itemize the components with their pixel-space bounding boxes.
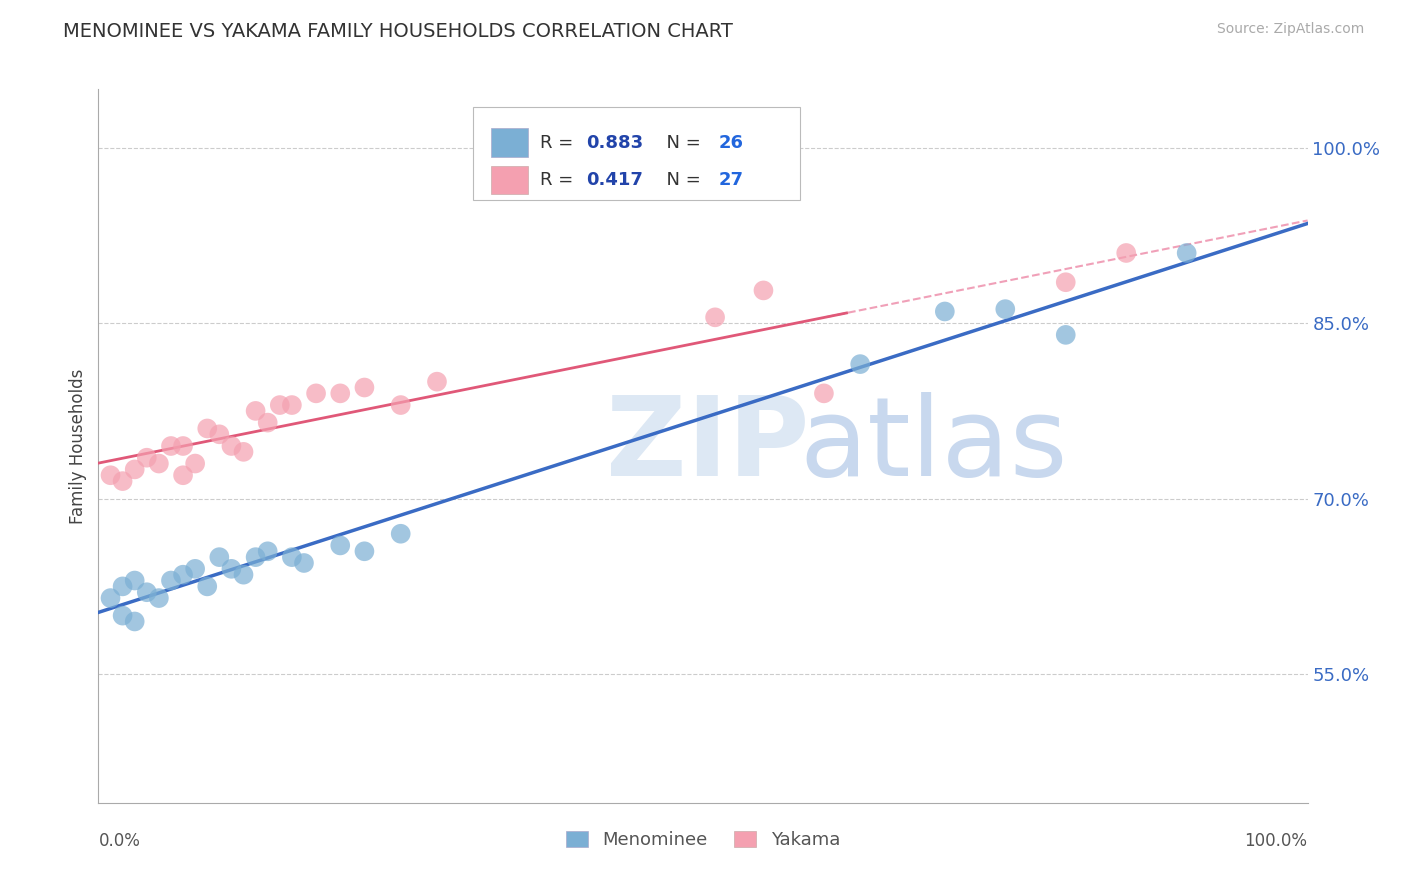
Text: 0.0%: 0.0% bbox=[98, 832, 141, 850]
Point bbox=[329, 386, 352, 401]
Point bbox=[221, 562, 243, 576]
Point bbox=[195, 421, 218, 435]
FancyBboxPatch shape bbox=[492, 128, 527, 157]
Point bbox=[1115, 246, 1137, 260]
Point bbox=[124, 462, 146, 476]
Point bbox=[704, 310, 727, 325]
Point bbox=[329, 538, 352, 552]
Point bbox=[813, 386, 835, 401]
Text: 27: 27 bbox=[718, 171, 744, 189]
Point bbox=[100, 468, 122, 483]
Point bbox=[256, 416, 278, 430]
FancyBboxPatch shape bbox=[492, 166, 527, 194]
Text: 0.417: 0.417 bbox=[586, 171, 643, 189]
Point bbox=[221, 439, 243, 453]
Point bbox=[208, 427, 231, 442]
Point bbox=[426, 375, 449, 389]
Point bbox=[184, 562, 207, 576]
Point bbox=[934, 304, 956, 318]
Text: N =: N = bbox=[655, 171, 706, 189]
Y-axis label: Family Households: Family Households bbox=[69, 368, 87, 524]
Point bbox=[305, 386, 328, 401]
Text: Source: ZipAtlas.com: Source: ZipAtlas.com bbox=[1216, 22, 1364, 37]
Point bbox=[389, 526, 412, 541]
Text: R =: R = bbox=[540, 134, 579, 152]
Text: 26: 26 bbox=[718, 134, 744, 152]
Text: N =: N = bbox=[655, 134, 706, 152]
Point bbox=[195, 579, 218, 593]
Point bbox=[160, 574, 183, 588]
Text: ZIP: ZIP bbox=[606, 392, 810, 500]
Point bbox=[172, 439, 194, 453]
Point bbox=[1054, 275, 1077, 289]
Point bbox=[269, 398, 291, 412]
Point bbox=[160, 439, 183, 453]
Point bbox=[281, 550, 304, 565]
Text: 0.883: 0.883 bbox=[586, 134, 643, 152]
Point bbox=[172, 468, 194, 483]
Point bbox=[245, 550, 267, 565]
Legend: Menominee, Yakama: Menominee, Yakama bbox=[557, 822, 849, 858]
Point bbox=[849, 357, 872, 371]
Text: 100.0%: 100.0% bbox=[1244, 832, 1308, 850]
Point bbox=[208, 550, 231, 565]
Point bbox=[124, 574, 146, 588]
Point bbox=[1175, 246, 1198, 260]
Point bbox=[111, 608, 134, 623]
Point bbox=[245, 404, 267, 418]
Point bbox=[256, 544, 278, 558]
Point bbox=[232, 567, 254, 582]
Point bbox=[172, 567, 194, 582]
Text: atlas: atlas bbox=[800, 392, 1069, 500]
Point bbox=[1054, 327, 1077, 342]
Point bbox=[353, 380, 375, 394]
Point bbox=[752, 284, 775, 298]
Point bbox=[148, 457, 170, 471]
Point bbox=[148, 591, 170, 605]
Point bbox=[124, 615, 146, 629]
Point bbox=[292, 556, 315, 570]
Point bbox=[232, 445, 254, 459]
Point bbox=[100, 591, 122, 605]
Point bbox=[111, 474, 134, 488]
Text: R =: R = bbox=[540, 171, 579, 189]
Point bbox=[111, 579, 134, 593]
Point bbox=[994, 302, 1017, 317]
Point bbox=[353, 544, 375, 558]
Text: MENOMINEE VS YAKAMA FAMILY HOUSEHOLDS CORRELATION CHART: MENOMINEE VS YAKAMA FAMILY HOUSEHOLDS CO… bbox=[63, 22, 733, 41]
Point bbox=[135, 585, 157, 599]
Point bbox=[281, 398, 304, 412]
Point bbox=[135, 450, 157, 465]
FancyBboxPatch shape bbox=[474, 107, 800, 200]
Point bbox=[389, 398, 412, 412]
Point bbox=[184, 457, 207, 471]
